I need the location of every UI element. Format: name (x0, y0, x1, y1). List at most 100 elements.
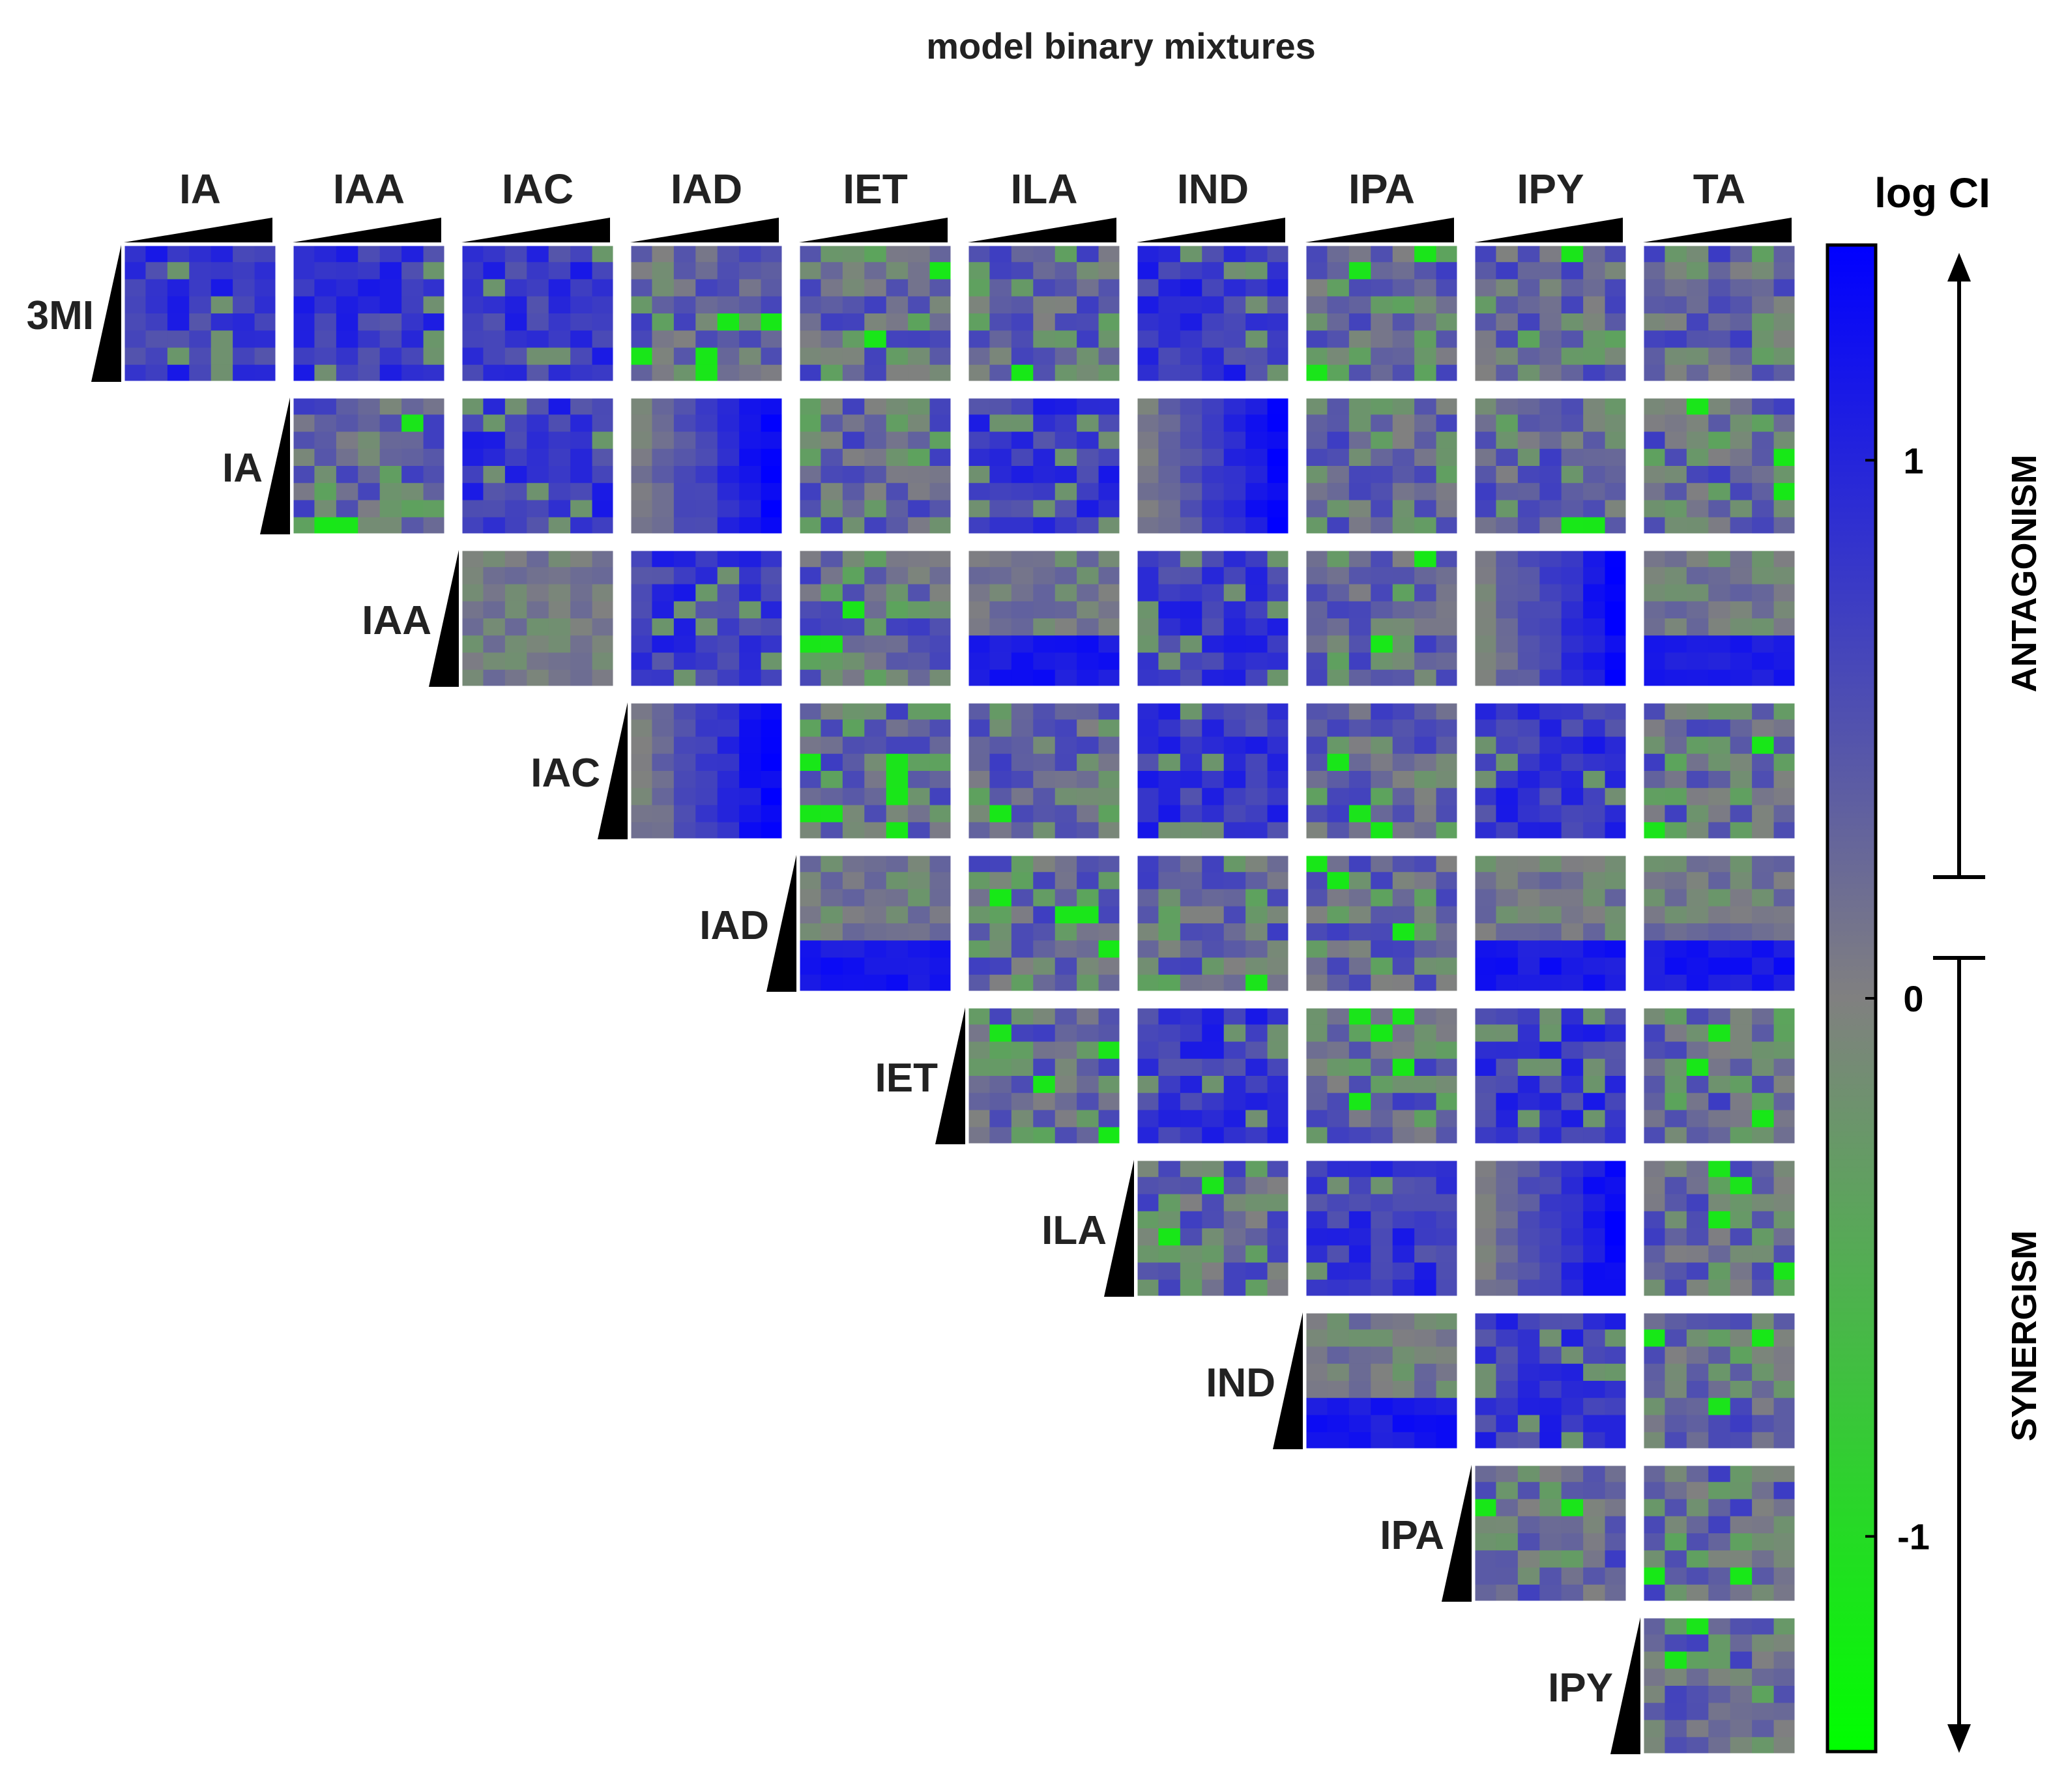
heatmap-cell (314, 517, 337, 535)
heatmap-cell (1474, 517, 1497, 535)
heatmap-cell (864, 719, 887, 738)
heatmap-cell (1371, 1127, 1393, 1145)
heatmap-cell (630, 822, 653, 840)
heatmap-cell (1223, 517, 1246, 535)
heatmap-cell (1708, 1211, 1731, 1229)
heatmap-cell (864, 940, 887, 959)
heatmap-cell (799, 940, 822, 959)
heatmap-cell (821, 957, 843, 975)
heatmap-cell (717, 431, 740, 450)
panel-3mi-ila (967, 244, 1122, 383)
heatmap-cell (314, 279, 337, 297)
heatmap-cell (504, 652, 527, 671)
heatmap-cell (1752, 1279, 1775, 1297)
heatmap-cell (1267, 1194, 1290, 1212)
heatmap-cell (1348, 669, 1371, 687)
heatmap-cell (1392, 889, 1415, 907)
heatmap-cell (1077, 974, 1099, 992)
heatmap-cell (293, 500, 315, 518)
heatmap-cell (1474, 1312, 1497, 1330)
panel-ia-iad (629, 396, 784, 536)
heatmap-cell (1643, 652, 1666, 671)
concentration-wedge-icon (1104, 1160, 1134, 1297)
heatmap-cell (336, 414, 358, 433)
heatmap-cell (527, 601, 549, 619)
heatmap-cell (379, 330, 402, 349)
heatmap-cell (1223, 1279, 1246, 1297)
heatmap-cell (1414, 872, 1437, 890)
heatmap-cell (1348, 330, 1371, 349)
heatmap-cell (1436, 889, 1459, 907)
heatmap-cell (1305, 1041, 1328, 1060)
heatmap-cell (1348, 1432, 1371, 1450)
heatmap-cell (989, 923, 1012, 941)
heatmap-cell (1752, 1432, 1775, 1450)
panel-frame (798, 549, 953, 688)
heatmap-cell (527, 635, 549, 654)
heatmap-cell (379, 279, 402, 297)
heatmap-cell (864, 483, 887, 501)
heatmap-cell (1180, 635, 1202, 654)
heatmap-cell (1137, 397, 1159, 415)
heatmap-cell (1098, 702, 1121, 720)
heatmap-cell (799, 753, 822, 772)
heatmap-cell (1474, 1177, 1497, 1195)
heatmap-cell (1752, 313, 1775, 331)
heatmap-cell (1223, 1194, 1246, 1212)
panel-iaa-ila (967, 549, 1122, 688)
panel-ia-ipa (1304, 396, 1459, 536)
heatmap-cell (1033, 940, 1056, 959)
heatmap-cell (358, 517, 381, 535)
heatmap-cell (1643, 1465, 1666, 1482)
heatmap-cell (548, 584, 571, 602)
heatmap-cell (1180, 279, 1202, 297)
heatmap-cell (1605, 466, 1627, 484)
heatmap-cell (1436, 1194, 1459, 1212)
heatmap-cell (1392, 1432, 1415, 1450)
heatmap-cell (1605, 906, 1627, 924)
heatmap-cell (1686, 855, 1709, 873)
panel-ia-iaa (291, 396, 446, 536)
heatmap-cell (1098, 822, 1121, 840)
heatmap-cell (1474, 855, 1497, 873)
panel-ila-ipa (1304, 1159, 1459, 1298)
heatmap-cell (1496, 974, 1519, 992)
heatmap-cell (336, 262, 358, 280)
heatmap-cell (1180, 957, 1202, 975)
heatmap-cell (886, 736, 909, 755)
heatmap-cell (673, 822, 696, 840)
heatmap-cell (864, 448, 887, 467)
heatmap-cell (929, 788, 952, 806)
heatmap-cell (504, 550, 527, 568)
heatmap-cell (1752, 347, 1775, 366)
heatmap-cell (1643, 1499, 1666, 1517)
panel-frame (967, 701, 1122, 841)
heatmap-cell (799, 262, 822, 280)
heatmap-cell (1180, 618, 1202, 636)
heatmap-cell (1436, 262, 1459, 280)
heatmap-cell (1098, 906, 1121, 924)
heatmap-cell (504, 483, 527, 501)
heatmap-cell (461, 567, 484, 585)
heatmap-cell (1267, 753, 1290, 772)
heatmap-cell (717, 702, 740, 720)
heatmap-cell (1752, 940, 1775, 959)
heatmap-cell (1245, 957, 1268, 975)
heatmap-cell (1414, 517, 1437, 535)
heatmap-cell (1583, 1177, 1606, 1195)
heatmap-cell (293, 364, 315, 383)
heatmap-cell (1474, 1381, 1497, 1398)
heatmap-cell (929, 414, 952, 433)
heatmap-cell (1496, 1381, 1519, 1398)
heatmap-cell (1267, 567, 1290, 585)
heatmap-cell (1371, 1329, 1393, 1348)
heatmap-cell (570, 397, 593, 415)
heatmap-cell (1665, 1651, 1687, 1669)
heatmap-cell (1665, 1160, 1687, 1178)
heatmap-cell (1517, 855, 1540, 873)
heatmap-cell (1730, 1024, 1753, 1043)
heatmap-cell (1474, 601, 1497, 619)
heatmap-cell (1436, 1245, 1459, 1264)
heatmap-cell (1730, 1465, 1753, 1482)
heatmap-cell (1077, 431, 1099, 450)
